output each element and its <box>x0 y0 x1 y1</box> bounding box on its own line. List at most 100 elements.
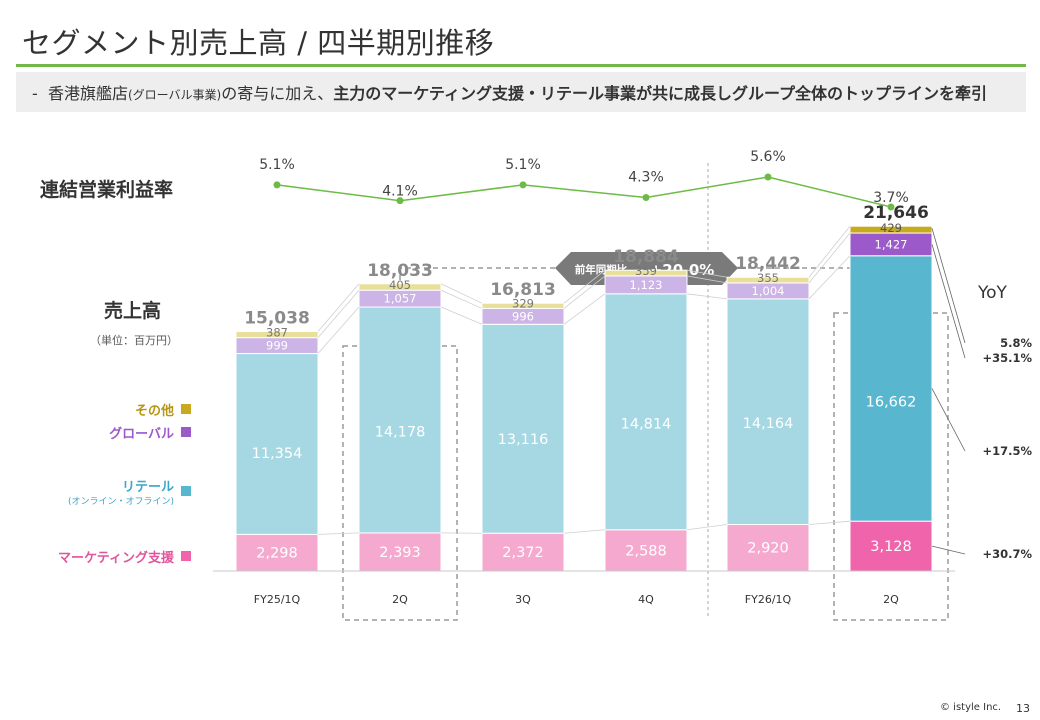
value-label-other-2: 329 <box>512 296 534 310</box>
legend-marketing-swatch <box>181 551 191 561</box>
bar-retail-5 <box>849 255 933 522</box>
connector-retail-0 <box>317 306 360 354</box>
bar-other-0 <box>235 330 319 339</box>
x-tick-label-3: 4Q <box>638 593 654 606</box>
legend-retail-sublabel: (オンライン・オフライン) <box>67 497 174 507</box>
legend-global-swatch <box>181 427 191 437</box>
bar-retail-3 <box>604 293 688 531</box>
connector-marketing-4 <box>808 520 851 525</box>
value-label-global-1: 1,057 <box>384 292 417 306</box>
connector-other-2 <box>563 269 606 304</box>
value-label-other-1: 405 <box>389 278 411 292</box>
operating-margin-label-4: 5.6% <box>750 149 786 165</box>
sales-label: 売上高 <box>104 300 162 322</box>
operating-margin-label-3: 4.3% <box>628 170 664 186</box>
x-tick-label-5: 2Q <box>883 593 899 606</box>
total-label-3: 18,884 <box>613 247 679 267</box>
connector-other-3 <box>686 269 728 278</box>
sales-unit-label: （単位：百万円） <box>90 334 178 347</box>
bar-marketing-2 <box>481 532 565 572</box>
operating-margin-label-1: 4.1% <box>382 184 418 200</box>
x-tick-label-2: 3Q <box>515 593 531 606</box>
operating-margin-label-2: 5.1% <box>505 157 541 173</box>
connector-marketing-2 <box>563 529 606 534</box>
operating-margin-point-3 <box>642 194 650 202</box>
value-label-retail-3: 14,814 <box>621 417 672 433</box>
operating-margin-point-0 <box>273 181 281 189</box>
connector-global-3 <box>686 275 728 284</box>
legend-retail-swatch <box>181 486 191 496</box>
value-label-marketing-4: 2,920 <box>747 541 789 557</box>
value-label-global-4: 1,004 <box>752 284 785 298</box>
copyright: © istyle Inc. <box>940 702 1002 713</box>
value-label-global-3: 1,123 <box>630 278 663 292</box>
connector-other-4 <box>808 225 851 278</box>
value-label-retail-0: 11,354 <box>252 446 303 462</box>
operating-margin-line <box>276 176 892 208</box>
x-tick-label-4: FY26/1Q <box>745 593 792 606</box>
title-divider <box>16 64 1026 67</box>
operating-margin-point-4 <box>764 173 772 181</box>
yoy-value-global: +35.1% <box>982 351 1032 365</box>
bar-marketing-1 <box>358 532 442 572</box>
value-label-global-5: 1,427 <box>875 237 908 251</box>
total-label-5: 21,646 <box>863 203 929 223</box>
bar-retail-2 <box>481 323 565 534</box>
value-label-retail-2: 13,116 <box>498 432 549 448</box>
bar-other-1 <box>358 283 442 291</box>
value-label-global-2: 996 <box>512 309 534 323</box>
yoy-value-marketing: +30.7% <box>982 547 1032 561</box>
summary-text: - 香港旗艦店(グローバル事業)の寄与に加え、主力のマーケティング支援・リテール… <box>32 80 987 104</box>
page-title: セグメント別売上高 / 四半期別推移 <box>22 26 495 60</box>
total-label-0: 15,038 <box>244 308 310 328</box>
value-label-marketing-5: 3,128 <box>870 539 912 555</box>
legend-global-label: グローバル <box>109 427 174 442</box>
legend-other-swatch <box>181 404 191 414</box>
yoy-leader-retail <box>931 388 966 452</box>
total-label-2: 16,813 <box>490 280 556 300</box>
value-label-global-0: 999 <box>266 339 288 353</box>
bar-retail-0 <box>235 353 319 535</box>
legend-retail-label: リテール <box>121 480 174 495</box>
summary-part-1: 香港旗艦店 <box>47 84 128 103</box>
value-label-retail-5: 16,662 <box>866 395 917 411</box>
value-label-marketing-0: 2,298 <box>256 546 298 562</box>
connector-retail-2 <box>563 293 606 325</box>
total-label-4: 18,442 <box>735 254 801 274</box>
bar-other-4 <box>726 276 810 284</box>
connector-global-0 <box>317 289 360 338</box>
connector-global-1 <box>440 289 483 309</box>
x-tick-label-1: 2Q <box>392 593 408 606</box>
value-label-other-5: 429 <box>880 221 902 235</box>
bar-retail-1 <box>358 306 442 534</box>
yoy-leader-global <box>931 244 966 359</box>
x-tick-label-0: FY25/1Q <box>254 593 301 606</box>
operating-margin-point-5 <box>887 203 895 211</box>
bar-retail-4 <box>726 298 810 525</box>
summary-part-2: (グローバル事業) <box>127 88 222 102</box>
operating-margin-label-0: 5.1% <box>259 157 295 173</box>
summary-part-3: の寄与に加え、 <box>221 84 334 103</box>
page-number: 13 <box>1016 702 1030 715</box>
total-label-1: 18,033 <box>367 261 433 281</box>
connector-retail-1 <box>440 306 483 325</box>
operating-margin-point-1 <box>396 197 404 205</box>
bar-marketing-3 <box>604 529 688 572</box>
connector-marketing-3 <box>686 524 728 531</box>
yoy-value-retail: +17.5% <box>982 444 1032 458</box>
value-label-marketing-2: 2,372 <box>502 545 544 561</box>
connector-marketing-0 <box>317 532 360 535</box>
summary-part-4: 主力のマーケティング支援・リテール事業が共に成長しグループ全体のトップラインを牽… <box>333 84 987 103</box>
connector-global-2 <box>563 275 606 309</box>
yoy-heading: YoY <box>978 283 1007 303</box>
summary-bullet: - <box>32 84 38 103</box>
connector-global-4 <box>808 232 851 284</box>
bar-marketing-5 <box>849 520 933 572</box>
operating-margin-point-2 <box>519 181 527 189</box>
bar-other-2 <box>481 302 565 309</box>
bar-other-3 <box>604 269 688 277</box>
value-label-other-4: 355 <box>757 271 779 285</box>
value-label-other-3: 359 <box>635 264 657 278</box>
value-label-marketing-1: 2,393 <box>379 545 421 561</box>
